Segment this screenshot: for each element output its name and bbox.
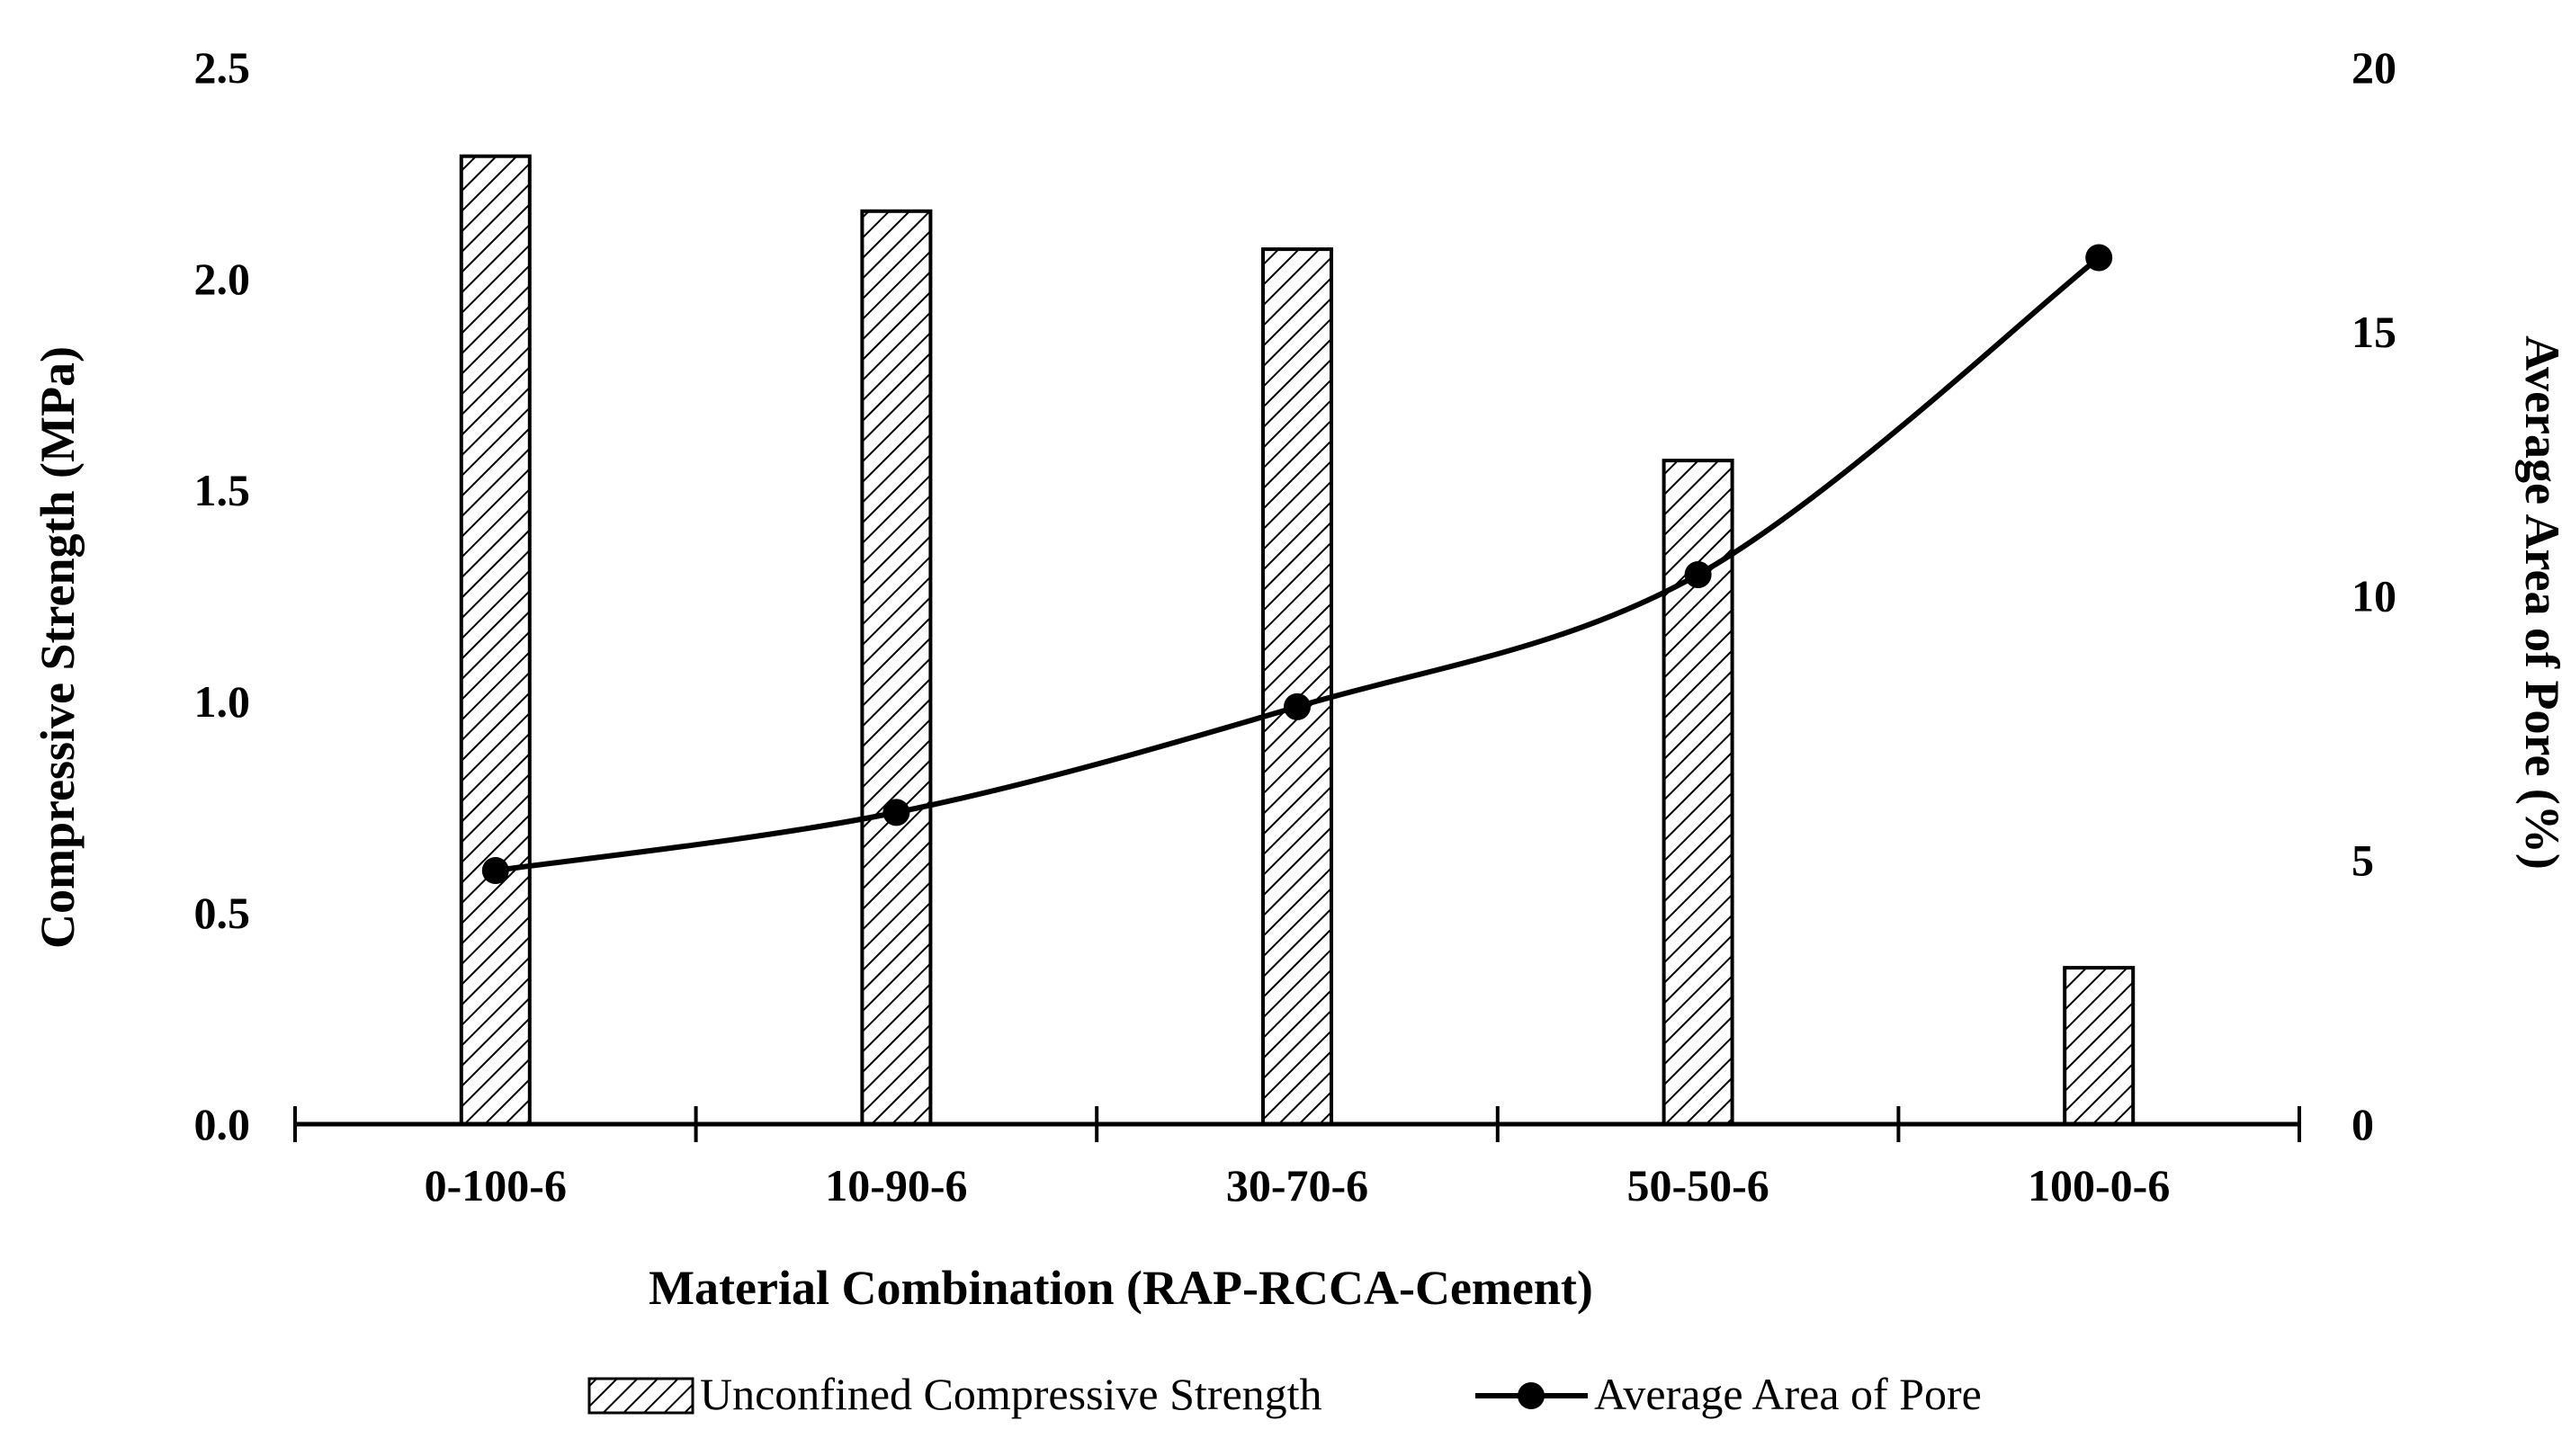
- x-tick-label: 30-70-6: [1226, 1160, 1368, 1210]
- y-left-tick-label: 2.0: [194, 254, 251, 304]
- y-left-tick-label: 2.5: [194, 42, 251, 93]
- y-right-tick-label: 5: [2351, 835, 2374, 885]
- bar-100-0-6: [2063, 966, 2136, 1126]
- y-axis-right-title: Average Area of Pore (%): [2515, 335, 2562, 870]
- bar-series: [459, 154, 2136, 1127]
- pore-point-0-100-6: [481, 857, 509, 884]
- bar-30-70-6: [1261, 247, 1333, 1127]
- y-right-tick-label: 10: [2351, 571, 2396, 621]
- pore-point-30-70-6: [1284, 692, 1311, 720]
- legend: Unconfined Compressive Strength Average …: [587, 1369, 1982, 1419]
- bar-10-90-6: [860, 209, 933, 1127]
- y-left-tick-label: 1.5: [194, 465, 251, 515]
- legend-swatch-bar: [587, 1377, 694, 1415]
- y-left-tick-label: 0.0: [194, 1099, 251, 1149]
- bar-0-100-6: [459, 154, 532, 1127]
- x-tick-label: 50-50-6: [1626, 1160, 1769, 1210]
- legend-label-bar: Unconfined Compressive Strength: [700, 1369, 1322, 1419]
- x-tick-label: 10-90-6: [825, 1160, 967, 1210]
- y-right-tick-label: 0: [2351, 1099, 2374, 1149]
- pore-point-100-0-6: [2085, 244, 2113, 272]
- pore-point-50-50-6: [1684, 561, 1712, 588]
- y-left-tick-label: 1.0: [194, 676, 251, 727]
- x-tick-label: 0-100-6: [425, 1160, 567, 1210]
- y-left-tick-label: 0.5: [194, 888, 251, 938]
- y-right-tick-label: 20: [2351, 42, 2396, 93]
- y-axis-left-title: Compressive Strength (MPa): [31, 346, 85, 949]
- pore-point-10-90-6: [882, 799, 910, 826]
- x-axis-title: Material Combination (RAP-RCCA-Cement): [649, 1261, 1593, 1315]
- legend-swatch-marker: [1518, 1382, 1545, 1409]
- y-right-tick-label: 15: [2351, 307, 2396, 357]
- axes: 0-100-6 10-90-6 30-70-6 50-50-6 100-0-6 0.0 0.…: [194, 42, 2397, 1210]
- x-tick-label: 100-0-6: [2028, 1160, 2170, 1210]
- legend-label-line: Average Area of Pore: [1594, 1369, 1982, 1419]
- line-series: [481, 244, 2113, 884]
